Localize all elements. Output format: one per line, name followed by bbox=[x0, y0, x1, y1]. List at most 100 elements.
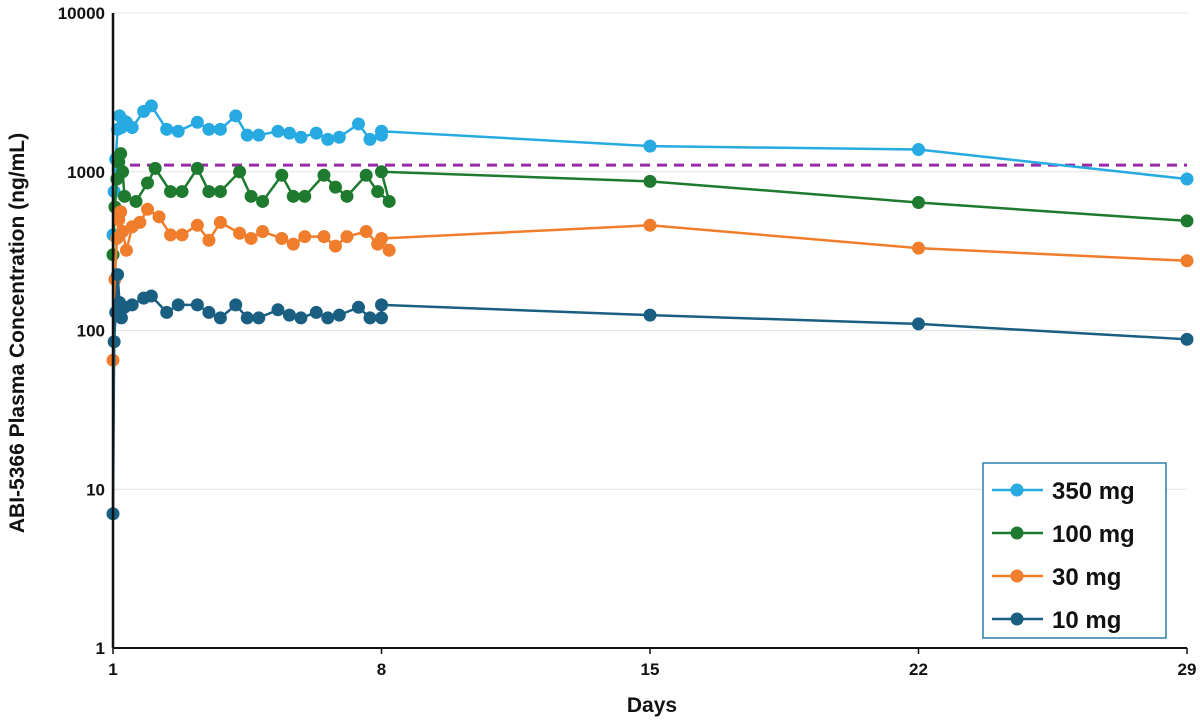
data-point-10-mg bbox=[271, 303, 285, 317]
series-line-100-mg bbox=[111, 153, 1188, 255]
data-point-350-mg bbox=[375, 124, 388, 138]
data-point-30-mg bbox=[152, 210, 166, 224]
data-point-100-mg bbox=[202, 185, 216, 199]
data-point-30-mg bbox=[256, 225, 270, 239]
data-point-350-mg bbox=[171, 124, 185, 138]
data-point-100-mg bbox=[371, 185, 385, 199]
data-point-350-mg bbox=[912, 143, 925, 157]
legend-entry-350-mg: 350 mg bbox=[992, 478, 1135, 505]
data-point-30-mg bbox=[286, 237, 300, 251]
legend-entry-30-mg: 30 mg bbox=[992, 564, 1121, 591]
series-10-mg bbox=[106, 268, 1194, 521]
data-point-100-mg bbox=[286, 189, 300, 203]
data-point-350-mg bbox=[332, 130, 346, 144]
data-point-10-mg bbox=[190, 298, 204, 312]
legend-swatch-marker bbox=[1010, 483, 1024, 497]
data-point-30-mg bbox=[133, 215, 147, 229]
data-point-10-mg bbox=[160, 305, 174, 319]
data-point-100-mg bbox=[359, 168, 373, 182]
y-tick-label: 100 bbox=[77, 322, 105, 341]
data-point-100-mg bbox=[275, 168, 289, 182]
data-point-350-mg bbox=[144, 99, 158, 113]
data-point-30-mg bbox=[359, 225, 373, 239]
data-point-30-mg bbox=[298, 230, 312, 244]
data-point-100-mg bbox=[317, 168, 331, 182]
data-point-30-mg bbox=[382, 243, 396, 257]
data-point-350-mg bbox=[190, 115, 204, 129]
data-point-350-mg bbox=[321, 132, 335, 146]
legend-entry-100-mg: 100 mg bbox=[992, 521, 1135, 548]
data-point-350-mg bbox=[252, 128, 266, 142]
data-point-10-mg bbox=[171, 298, 185, 312]
tick-labels: 1 10 100 1000 10000 1 8 15 22 29 bbox=[58, 4, 1197, 679]
data-point-10-mg bbox=[912, 317, 925, 331]
data-point-10-mg bbox=[125, 298, 139, 312]
y-tick-label: 10 bbox=[86, 480, 105, 499]
data-point-100-mg bbox=[340, 189, 354, 203]
data-point-10-mg bbox=[202, 305, 216, 319]
data-point-30-mg bbox=[275, 231, 289, 245]
data-point-30-mg bbox=[164, 228, 178, 242]
data-point-350-mg bbox=[229, 109, 243, 123]
data-point-350-mg bbox=[213, 122, 227, 136]
legend-label: 30 mg bbox=[1052, 564, 1121, 591]
legend-label: 10 mg bbox=[1052, 607, 1121, 634]
data-point-350-mg bbox=[1180, 172, 1194, 186]
legend-label: 100 mg bbox=[1052, 521, 1135, 548]
data-point-100-mg bbox=[213, 185, 227, 199]
legend-swatch-marker bbox=[1010, 612, 1024, 626]
data-point-100-mg bbox=[643, 174, 657, 188]
data-point-30-mg bbox=[213, 215, 227, 229]
legend-swatch-marker bbox=[1010, 526, 1024, 540]
data-point-10-mg bbox=[321, 311, 335, 325]
data-point-100-mg bbox=[118, 189, 132, 203]
data-point-350-mg bbox=[282, 126, 296, 140]
data-point-350-mg bbox=[160, 122, 174, 136]
data-point-100-mg bbox=[244, 189, 258, 203]
data-point-30-mg bbox=[317, 230, 331, 244]
data-point-350-mg bbox=[363, 132, 377, 146]
data-point-10-mg bbox=[294, 311, 308, 325]
data-point-30-mg bbox=[141, 202, 155, 216]
data-point-350-mg bbox=[643, 139, 657, 153]
data-point-30-mg bbox=[114, 205, 128, 219]
data-point-100-mg bbox=[141, 176, 155, 190]
data-point-10-mg bbox=[229, 298, 243, 312]
data-point-10-mg bbox=[213, 311, 227, 325]
y-tick-label: 1000 bbox=[67, 163, 105, 182]
data-point-100-mg bbox=[328, 180, 342, 194]
data-point-30-mg bbox=[202, 233, 216, 247]
x-tick-label: 1 bbox=[108, 660, 117, 679]
series-30-mg bbox=[106, 202, 1194, 367]
data-point-10-mg bbox=[363, 311, 377, 325]
x-tick-label: 29 bbox=[1178, 660, 1197, 679]
data-point-10-mg bbox=[332, 308, 346, 322]
legend-label: 350 mg bbox=[1052, 478, 1135, 505]
data-point-100-mg bbox=[129, 194, 143, 208]
y-tick-label: 1 bbox=[96, 639, 105, 658]
data-point-100-mg bbox=[1180, 214, 1194, 228]
data-point-10-mg bbox=[643, 308, 657, 322]
data-point-350-mg bbox=[240, 128, 254, 142]
legend-swatch-marker bbox=[1010, 569, 1024, 583]
data-point-10-mg bbox=[375, 298, 388, 312]
data-point-30-mg bbox=[328, 239, 342, 253]
data-point-100-mg bbox=[375, 165, 388, 179]
data-point-30-mg bbox=[375, 231, 388, 245]
x-tick-label: 15 bbox=[641, 660, 660, 679]
data-point-30-mg bbox=[1180, 254, 1194, 268]
data-point-350-mg bbox=[202, 122, 216, 136]
x-tick-label: 22 bbox=[909, 660, 928, 679]
data-point-30-mg bbox=[119, 243, 133, 257]
series-lines bbox=[106, 99, 1194, 521]
data-point-100-mg bbox=[175, 185, 189, 199]
data-point-100-mg bbox=[164, 185, 178, 199]
data-point-100-mg bbox=[114, 147, 128, 161]
legend-entry-10-mg: 10 mg bbox=[992, 607, 1121, 634]
data-point-30-mg bbox=[244, 231, 258, 245]
x-tick-label: 8 bbox=[377, 660, 386, 679]
series-350-mg bbox=[106, 99, 1194, 242]
data-point-10-mg bbox=[114, 311, 128, 325]
data-point-30-mg bbox=[233, 226, 247, 240]
